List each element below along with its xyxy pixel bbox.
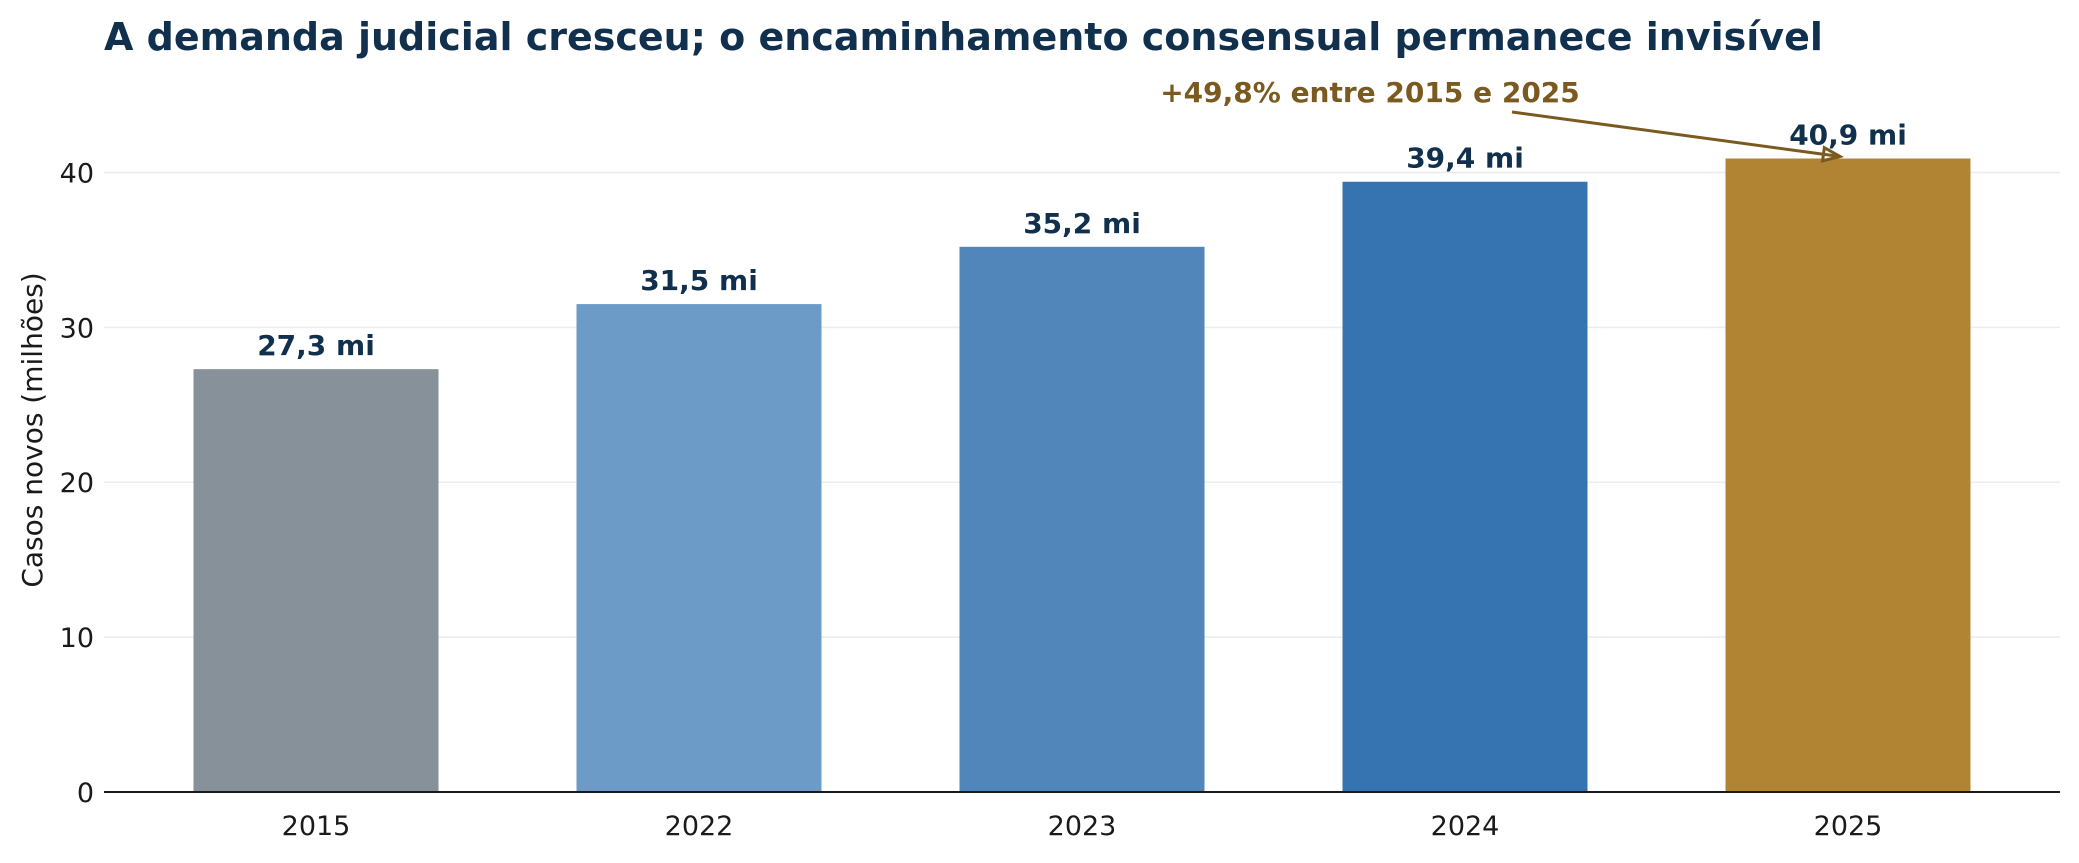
- data-label: 35,2 mi: [1023, 207, 1141, 240]
- x-tick-label: 2022: [665, 811, 734, 842]
- x-tick-label: 2025: [1814, 811, 1883, 842]
- annotation-text: +49,8% entre 2015 e 2025: [1160, 76, 1580, 109]
- y-tick-label: 20: [60, 468, 94, 499]
- data-label: 40,9 mi: [1789, 119, 1907, 152]
- bar-2022: [576, 304, 822, 792]
- x-tick-label: 2024: [1431, 811, 1500, 842]
- data-label: 39,4 mi: [1406, 142, 1524, 175]
- data-labels: 27,3 mi 31,5 mi 35,2 mi 39,4 mi 40,9 mi: [257, 119, 1907, 363]
- bar-2015: [193, 369, 439, 792]
- chart-title: A demanda judicial cresceu; o encaminham…: [104, 15, 1823, 59]
- y-tick-label: 30: [60, 313, 94, 344]
- y-tick-label: 40: [60, 158, 94, 189]
- bar-2025: [1725, 158, 1971, 792]
- y-tick-label: 10: [60, 623, 94, 654]
- annotation-arrow-line: [1511, 110, 1841, 158]
- y-tick-labels: 0 10 20 30 40: [60, 158, 94, 809]
- bars-layer: [193, 158, 1971, 792]
- y-axis-label: Casos novos (milhões): [16, 272, 49, 587]
- x-tick-label: 2015: [282, 811, 351, 842]
- data-label: 31,5 mi: [640, 264, 758, 297]
- x-tick-label: 2023: [1048, 811, 1117, 842]
- bar-2023: [959, 246, 1205, 792]
- x-tick-labels: 2015 2022 2023 2024 2025: [282, 811, 1883, 842]
- y-tick-label: 0: [77, 778, 94, 809]
- bar-2024: [1342, 181, 1588, 792]
- annotation: +49,8% entre 2015 e 2025: [1160, 76, 1845, 163]
- annotation-arrow-head: [1820, 145, 1845, 163]
- data-label: 27,3 mi: [257, 329, 375, 362]
